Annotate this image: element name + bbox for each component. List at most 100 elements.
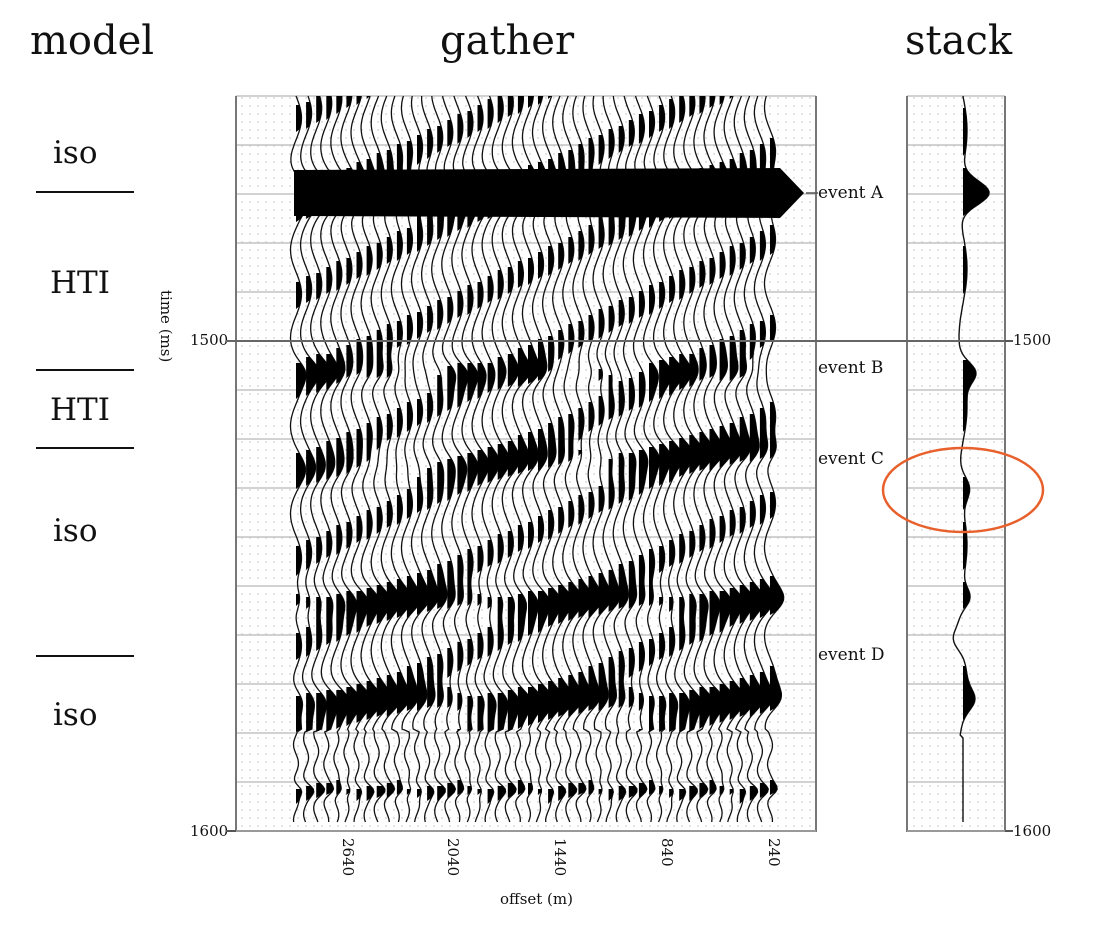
gather-trace-fill — [356, 516, 362, 543]
gather-trace-fill — [447, 783, 456, 798]
stack-time-tick-label: 1600 — [1013, 822, 1052, 840]
gather-trace-fill — [568, 414, 574, 462]
gather-trace-fill — [457, 114, 463, 144]
gather-trace-fill — [366, 423, 373, 462]
gather-trace-fill — [608, 789, 614, 801]
gather-trace-fill — [669, 441, 683, 483]
gather-trace-fill — [366, 96, 371, 99]
gather-trace-fill — [618, 381, 625, 417]
gather-trace-fill — [507, 96, 514, 117]
gather-trace-fill — [689, 531, 695, 558]
gather-trace-fill — [588, 402, 594, 432]
gather-trace-fill — [548, 510, 554, 540]
stack-trace-fill — [963, 246, 967, 294]
gather-trace-fill — [356, 252, 362, 279]
gather-trace-fill — [447, 561, 456, 609]
gather-trace-fill — [396, 780, 403, 795]
gather-trace-fill — [578, 495, 584, 525]
model-header: model — [30, 18, 155, 64]
gather-trace-fill — [457, 555, 464, 606]
gather-trace-fill — [427, 306, 433, 333]
gather-trace-fill — [638, 291, 645, 318]
gather-trace-fill — [679, 693, 690, 732]
gather-trace-fill — [699, 261, 705, 288]
gather-trace-fill — [447, 687, 453, 708]
gather-trace-fill — [729, 789, 734, 795]
gather-trace-fill — [497, 444, 510, 480]
gather-trace-fill — [507, 441, 520, 477]
gather-trace-fill — [487, 276, 494, 303]
gather-trace-fill — [719, 96, 725, 105]
gather-trace-fill — [427, 570, 439, 612]
gather-trace-fill — [679, 270, 685, 300]
gather-trace-fill — [759, 672, 773, 714]
gather-trace-fill — [618, 300, 625, 327]
gather-trace-fill — [447, 297, 453, 324]
gather-trace-fill — [417, 312, 423, 339]
stack-trace-fill — [963, 582, 971, 609]
gather-trace-fill — [366, 510, 373, 540]
gather-trace-fill — [689, 354, 699, 387]
gather-trace-fill — [447, 366, 456, 411]
gather-trace-fill — [558, 786, 566, 801]
gather-header: gather — [440, 18, 575, 64]
gather-trace-fill — [649, 447, 660, 489]
gather-trace-fill — [457, 456, 467, 495]
gather-trace-fill — [770, 492, 776, 519]
gather-trace-fill — [467, 639, 473, 666]
gather-trace-fill — [638, 372, 645, 408]
gather-trace-fill — [507, 531, 514, 558]
gather-trace-fill — [497, 786, 506, 801]
gather-trace-fill — [437, 564, 447, 609]
gather-trace-fill — [628, 687, 634, 708]
gather-trace-fill — [598, 135, 605, 165]
gather-trace-fill — [296, 453, 306, 489]
gather-trace-fill — [709, 429, 724, 471]
gather-trace-fill — [356, 96, 362, 105]
gather-trace-fill — [638, 783, 647, 798]
gather-trace-fill — [628, 297, 635, 324]
gather-trace-fill — [477, 282, 483, 309]
gather-trace-fill — [296, 789, 302, 804]
gather-trace-fill — [628, 561, 637, 609]
gather-trace-fill — [649, 111, 655, 138]
gather-trace-fill — [346, 96, 352, 108]
gather-trace-fill — [346, 258, 352, 285]
stack-trace-fill — [963, 168, 990, 216]
gather-trace-fill — [689, 594, 697, 645]
gather-trace-fill — [437, 654, 444, 708]
gather-trace-fill — [417, 573, 430, 615]
gather-trace-fill — [507, 354, 519, 387]
gather-trace-fill — [649, 549, 655, 606]
gather-trace-fill — [568, 675, 583, 717]
gather-trace-fill — [548, 681, 564, 720]
gather-panel — [226, 95, 817, 832]
gather-trace-fill — [517, 780, 525, 795]
gather-trace-fill — [356, 591, 369, 633]
gather-trace-fill — [578, 231, 584, 261]
gather-trace-fill — [578, 783, 586, 795]
gather-trace-fill — [770, 780, 778, 795]
gather-trace-fill — [679, 789, 686, 801]
gather-trace-fill — [669, 693, 678, 732]
gather-trace-fill — [507, 267, 514, 294]
gather-trace-fill — [376, 507, 383, 534]
gather-trace-fill — [538, 516, 544, 543]
model-layer-label: iso — [53, 697, 98, 733]
gather-trace-fill — [618, 651, 625, 708]
gather-trace-fill — [437, 375, 443, 417]
gather-trace-fill — [770, 315, 776, 342]
model-layer-label: iso — [53, 135, 98, 171]
gather-trace-fill — [699, 594, 709, 642]
gather-trace-fill — [638, 642, 645, 672]
gather-trace-fill — [376, 243, 383, 270]
stack-trace-fill — [963, 477, 970, 510]
gather-trace-fill — [366, 786, 374, 801]
gather-trace-fill — [669, 627, 675, 657]
gather-trace-fill — [578, 450, 582, 456]
gather-trace-fill — [538, 789, 542, 795]
gather-trace-fill — [326, 441, 335, 480]
gather-trace-fill — [729, 681, 746, 720]
gather-trace-fill — [719, 426, 733, 468]
gather-trace-fill — [649, 780, 655, 795]
